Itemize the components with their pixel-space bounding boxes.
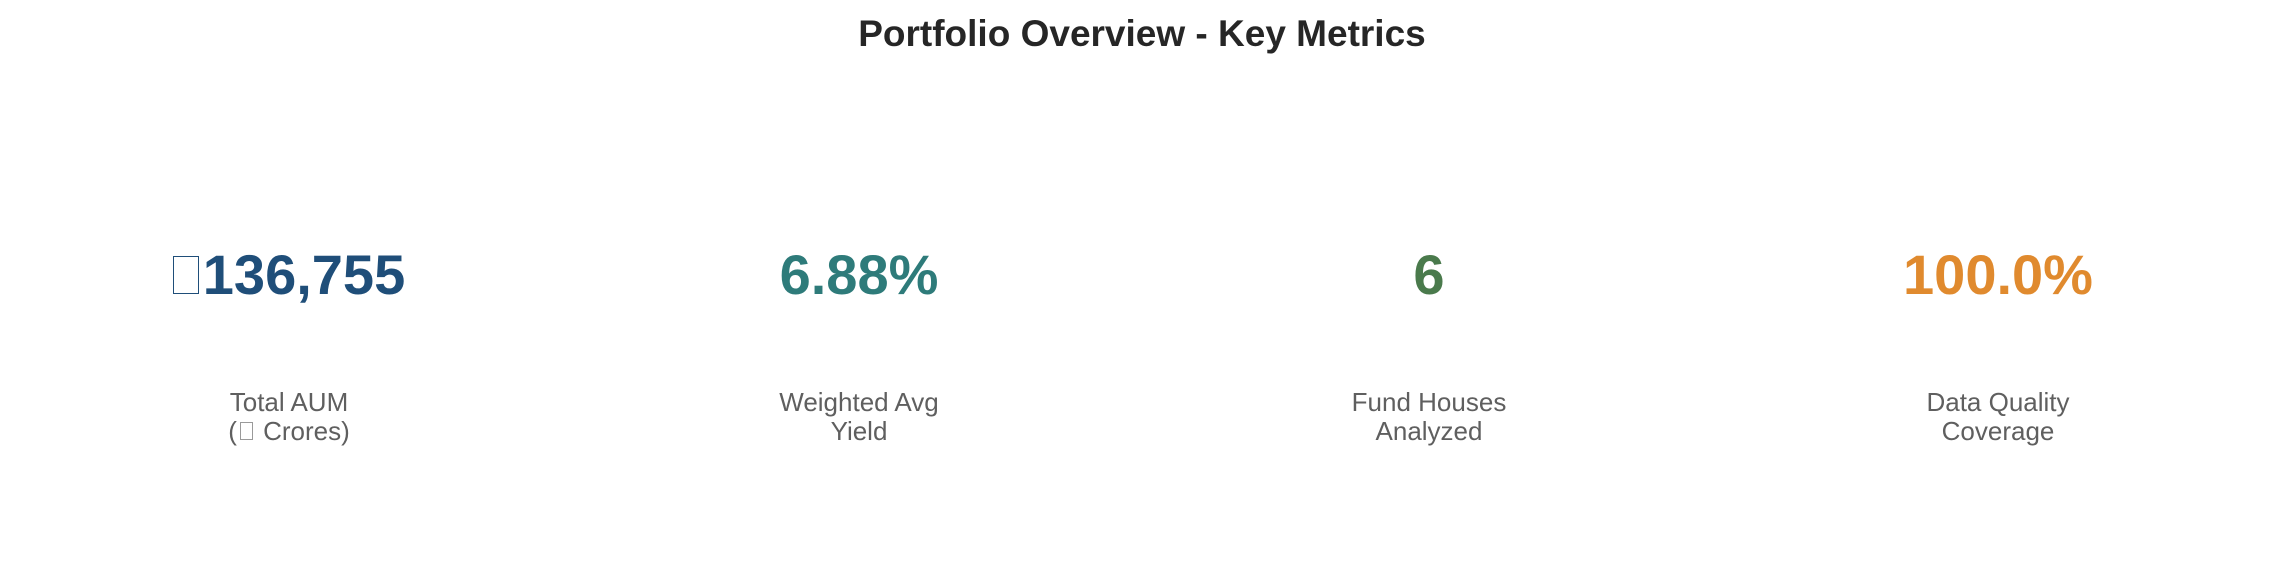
metric-value-text: 136,755 [202, 243, 406, 306]
metric-label-fund-houses: Fund Houses Analyzed [1351, 387, 1507, 446]
chart-title: Portfolio Overview - Key Metrics [858, 13, 1426, 54]
rupee-symbol-glyph [172, 256, 199, 295]
metric-label-data-quality: Data Quality Coverage [1926, 387, 2070, 446]
rupee-symbol-glyph-small [239, 422, 253, 441]
metric-label-prefix: Total AUM ( [228, 387, 349, 446]
metric-value-fund-houses: 6 [1413, 243, 1445, 306]
metric-label-suffix: Crores) [255, 416, 350, 446]
metric-value-data-quality: 100.0% [1903, 243, 2093, 306]
metric-label-total-aum: Total AUM ( Crores) [4, 388, 574, 446]
metric-value-total-aum: 136,755 [4, 243, 574, 307]
metric-value-weighted-avg-yield: 6.88% [779, 243, 939, 306]
metric-label-weighted-avg-yield: Weighted Avg Yield [779, 387, 939, 446]
